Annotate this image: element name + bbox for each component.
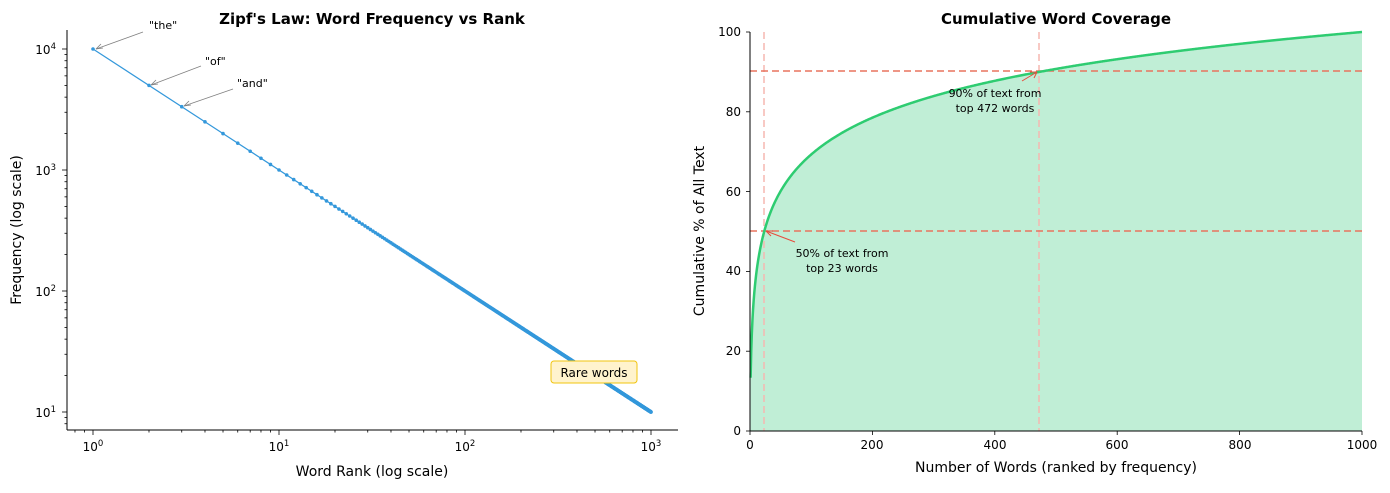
coverage-y-ticks [746, 31, 750, 432]
svg-text:90% of text from: 90% of text from [949, 87, 1042, 100]
coverage-xtick-label: 200 [861, 438, 884, 452]
annotation-of: "of" [150, 55, 226, 86]
annotation-rare-words: Rare words [550, 360, 638, 384]
coverage-xtick-label: 600 [1106, 438, 1129, 452]
annotation-90-percent: 90% of text from top 472 words [949, 71, 1042, 115]
zipf-xtick-label: 103 [641, 439, 662, 454]
coverage-xtick-label: 800 [1229, 438, 1252, 452]
coverage-ytick-label: 20 [726, 344, 741, 358]
annotation-and: "and" [183, 77, 268, 107]
svg-text:top 23 words: top 23 words [806, 262, 878, 275]
svg-text:"of": "of" [205, 55, 226, 68]
zipf-x-axis-label: Word Rank (log scale) [296, 464, 449, 480]
annotation-the: "the" [95, 19, 177, 50]
coverage-ytick-label: 0 [733, 424, 741, 438]
svg-text:top 472 words: top 472 words [956, 102, 1035, 115]
coverage-y-axis-label: Cumulative % of All Text [692, 145, 708, 316]
zipf-data-series [91, 47, 653, 414]
coverage-chart: Cumulative Word Coverage 0 200 400 600 8… [692, 10, 1377, 476]
zipf-ytick-label: 101 [35, 405, 56, 420]
zipf-ytick-label: 103 [35, 163, 56, 178]
zipf-xtick-label: 102 [455, 439, 476, 454]
coverage-x-axis-label: Number of Words (ranked by frequency) [915, 460, 1197, 476]
zipf-ytick-label: 104 [35, 42, 56, 57]
zipf-chart-title: Zipf's Law: Word Frequency vs Rank [219, 10, 526, 28]
coverage-ytick-label: 100 [718, 25, 741, 39]
zipf-ytick-label: 102 [35, 284, 56, 299]
coverage-fill-area [750, 32, 1362, 431]
coverage-xtick-label: 400 [984, 438, 1007, 452]
svg-text:50% of text from: 50% of text from [796, 247, 889, 260]
zipf-chart: Zipf's Law: Word Frequency vs Rank 100 1… [9, 10, 678, 480]
coverage-ytick-label: 60 [726, 185, 741, 199]
zipf-x-ticks [74, 430, 652, 435]
coverage-chart-title: Cumulative Word Coverage [941, 10, 1171, 28]
coverage-ytick-label: 80 [726, 105, 741, 119]
coverage-x-ticks [749, 431, 1363, 435]
coverage-line [749, 30, 1363, 378]
zipf-y-ticks [62, 48, 67, 425]
zipf-xtick-label: 100 [83, 439, 104, 454]
zipf-y-axis-label: Frequency (log scale) [9, 155, 25, 305]
coverage-xtick-label: 0 [746, 438, 754, 452]
zipf-xtick-label: 101 [269, 439, 290, 454]
coverage-ytick-label: 40 [726, 264, 741, 278]
svg-text:"the": "the" [149, 19, 177, 32]
annotation-50-percent: 50% of text from top 23 words [765, 230, 889, 275]
coverage-xtick-label: 1000 [1347, 438, 1378, 452]
svg-text:Rare words: Rare words [560, 366, 627, 380]
svg-text:"and": "and" [237, 77, 268, 90]
